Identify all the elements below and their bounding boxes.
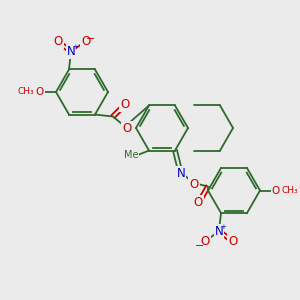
Text: O: O xyxy=(36,87,44,97)
Text: O: O xyxy=(189,178,199,191)
Text: O: O xyxy=(122,122,132,135)
Text: O: O xyxy=(53,35,63,48)
Text: N: N xyxy=(177,167,185,180)
Text: N: N xyxy=(67,45,75,58)
Text: CH₃: CH₃ xyxy=(282,186,298,195)
Text: O: O xyxy=(120,98,130,111)
Text: N: N xyxy=(214,224,224,238)
Text: O: O xyxy=(272,185,280,196)
Text: +: + xyxy=(72,44,78,50)
Text: Me: Me xyxy=(124,149,138,160)
Text: O: O xyxy=(194,196,202,209)
Text: O: O xyxy=(228,235,238,248)
Text: CH₃: CH₃ xyxy=(18,88,34,97)
Text: −: − xyxy=(86,34,96,44)
Text: O: O xyxy=(81,35,91,48)
Text: −: − xyxy=(195,241,205,251)
Text: +: + xyxy=(220,224,226,230)
Text: O: O xyxy=(200,235,210,248)
